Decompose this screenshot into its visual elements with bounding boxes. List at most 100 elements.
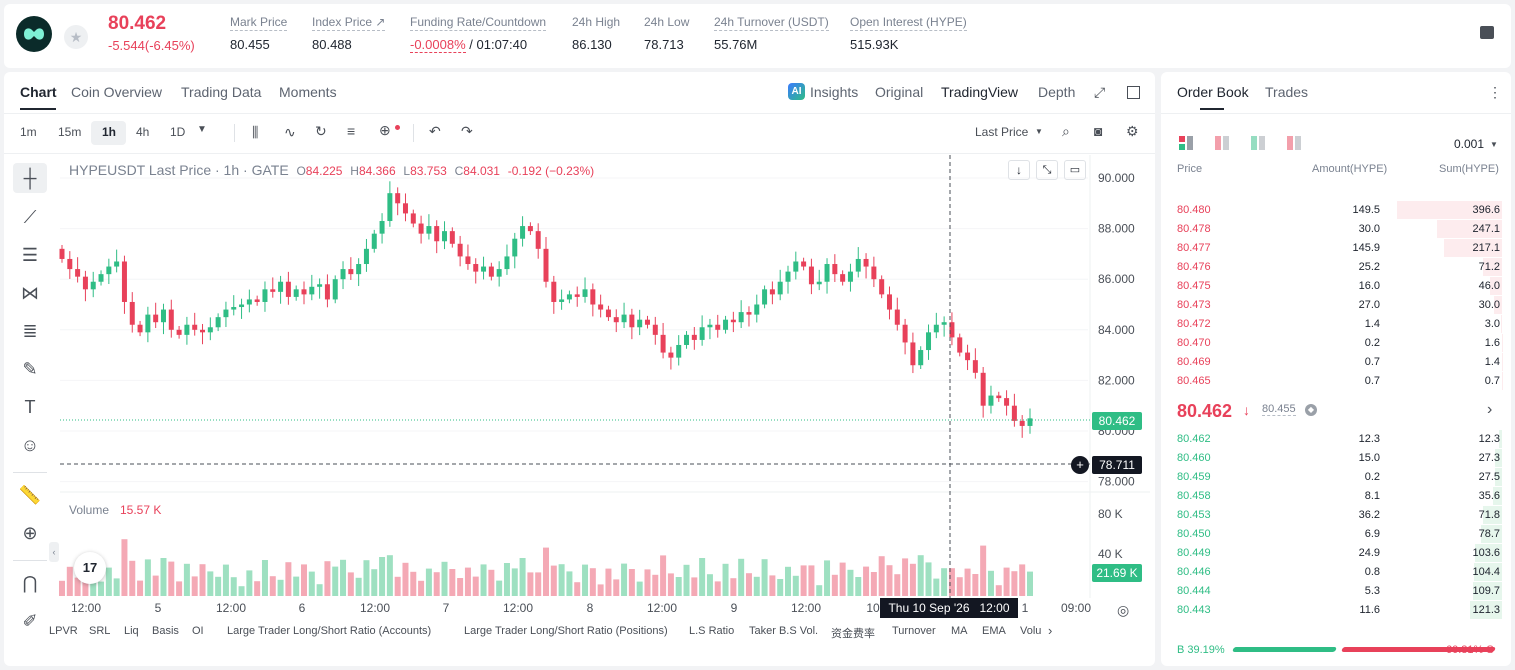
- interval-1d[interactable]: 1D: [170, 125, 186, 139]
- bid-row[interactable]: 80.458 8.1 35.6: [1176, 487, 1502, 505]
- trendline-icon[interactable]: ⟋: [23, 207, 37, 227]
- ask-row[interactable]: 80.469 0.7 1.4: [1176, 353, 1502, 371]
- bid-row[interactable]: 80.450 6.9 78.7: [1176, 525, 1502, 543]
- favorite-star-icon[interactable]: ★: [64, 25, 88, 49]
- indicator-tab[interactable]: Turnover: [892, 625, 936, 637]
- indicator-tab[interactable]: Basis: [152, 625, 179, 637]
- indicator-tab[interactable]: Liq: [124, 625, 139, 637]
- tab-depth[interactable]: Depth: [1038, 84, 1076, 100]
- mark-price-label[interactable]: Mark Price: [230, 15, 288, 31]
- collapse-icon[interactable]: ⤡: [1036, 160, 1058, 180]
- book-icon[interactable]: [1480, 26, 1494, 39]
- open-interest-label[interactable]: Open Interest (HYPE): [850, 15, 967, 31]
- collapse-tools-icon[interactable]: ‹: [49, 542, 59, 562]
- scroll-down-icon[interactable]: ↓: [1008, 160, 1030, 180]
- time-settings-icon[interactable]: ◎: [1117, 602, 1130, 618]
- layout-asks-icon[interactable]: [1215, 136, 1231, 150]
- fib-icon[interactable]: ≣: [22, 321, 38, 341]
- interval-1m[interactable]: 1m: [20, 125, 37, 139]
- turnover-label[interactable]: 24h Turnover (USDT): [714, 15, 829, 31]
- redo-icon[interactable]: ↷: [461, 123, 473, 139]
- ob-mark-price[interactable]: 80.455: [1262, 403, 1296, 416]
- interval-1h[interactable]: 1h: [102, 125, 117, 139]
- bid-row[interactable]: 80.453 36.2 71.8: [1176, 506, 1502, 524]
- tab-chart[interactable]: Chart: [20, 84, 57, 100]
- camera-icon[interactable]: ◙: [1094, 123, 1103, 139]
- interval-4h[interactable]: 4h: [136, 125, 150, 139]
- magnet-icon[interactable]: ⋂: [22, 573, 38, 593]
- fullscreen-icon[interactable]: ▭: [1064, 160, 1086, 180]
- tab-moments[interactable]: Moments: [279, 84, 337, 100]
- indicator-tab[interactable]: SRL: [89, 625, 111, 637]
- bid-row[interactable]: 80.446 0.8 104.4: [1176, 563, 1502, 581]
- bid-row[interactable]: 80.449 24.9 103.6: [1176, 544, 1502, 562]
- undo-icon[interactable]: ↶: [429, 123, 441, 139]
- tab-order-book[interactable]: Order Book: [1177, 84, 1249, 100]
- pencil-lock-icon[interactable]: ✐: [22, 611, 38, 631]
- tab-original[interactable]: Original: [875, 84, 924, 100]
- ai-icon[interactable]: AI: [788, 83, 805, 100]
- emoji-icon[interactable]: ☺: [20, 435, 40, 455]
- expand-icon[interactable]: ⤢: [1094, 84, 1106, 100]
- indicator-scroll-right-icon[interactable]: ›: [1048, 623, 1053, 638]
- indicator-tab[interactable]: Taker B.S Vol.: [749, 625, 819, 637]
- bid-row[interactable]: 80.444 5.3 109.7: [1176, 582, 1502, 600]
- tab-tradingview[interactable]: TradingView: [941, 84, 1019, 100]
- crosshair-icon[interactable]: ┼: [13, 163, 47, 193]
- indicator-tab[interactable]: Volu: [1020, 625, 1042, 637]
- pattern-icon[interactable]: ⋈: [21, 283, 39, 303]
- index-price-label[interactable]: Index Price ↗: [312, 15, 386, 31]
- candle-type-icon[interactable]: ⫼: [252, 124, 259, 140]
- ruler-icon[interactable]: 📏: [18, 485, 42, 505]
- indicator-tab[interactable]: LPVR: [49, 625, 78, 637]
- funding-rate-label[interactable]: Funding Rate/Countdown: [410, 15, 547, 31]
- indicator-tab[interactable]: 资金费率: [831, 628, 875, 640]
- indicator-tab[interactable]: OI: [192, 625, 204, 637]
- layout-bids-icon[interactable]: [1251, 136, 1267, 150]
- bid-row[interactable]: 80.460 15.0 27.3: [1176, 449, 1502, 467]
- indicator-tab[interactable]: Large Trader Long/Short Ratio (Positions…: [464, 625, 668, 637]
- refresh-icon[interactable]: ↻: [315, 123, 327, 139]
- horizontal-lines-icon[interactable]: ☰: [21, 245, 39, 265]
- layout-both-icon[interactable]: [1179, 136, 1195, 150]
- tab-trades[interactable]: Trades: [1265, 84, 1309, 100]
- ask-row[interactable]: 80.476 25.2 71.2: [1176, 258, 1502, 276]
- price-type-select[interactable]: Last Price: [975, 125, 1029, 139]
- chevron-right-icon[interactable]: ›: [1487, 401, 1493, 418]
- ask-row[interactable]: 80.480 149.5 396.6: [1176, 201, 1502, 219]
- more-icon[interactable]: ⋮: [1488, 84, 1502, 100]
- add-plus-icon[interactable]: ⊕: [379, 122, 391, 138]
- ask-row[interactable]: 80.465 0.7 0.7: [1176, 372, 1502, 390]
- add-alert-icon[interactable]: +: [1071, 456, 1089, 474]
- tab-trading-data[interactable]: Trading Data: [181, 84, 262, 100]
- window-icon[interactable]: [1127, 86, 1140, 99]
- tab-insights[interactable]: Insights: [810, 84, 859, 100]
- indicator-tab[interactable]: Large Trader Long/Short Ratio (Accounts): [227, 625, 432, 637]
- interval-15m[interactable]: 15m: [58, 125, 82, 139]
- precision-select[interactable]: 0.001: [1454, 137, 1485, 151]
- ask-row[interactable]: 80.478 30.0 247.1: [1176, 220, 1502, 238]
- price-type-chevron-icon[interactable]: ▼: [1035, 127, 1043, 136]
- chevron-down-icon[interactable]: ▼: [197, 124, 207, 135]
- mark-info-icon[interactable]: ◆: [1305, 404, 1317, 416]
- precision-chevron-icon[interactable]: ▼: [1490, 140, 1498, 149]
- bid-row[interactable]: 80.462 12.3 12.3: [1176, 430, 1502, 448]
- zoom-in-icon[interactable]: ⊕: [22, 523, 38, 543]
- ask-row[interactable]: 80.473 27.0 30.0: [1176, 296, 1502, 314]
- text-tool-icon[interactable]: T: [24, 397, 36, 417]
- settings-list-icon[interactable]: ≡: [347, 123, 356, 139]
- gear-icon[interactable]: ⚙: [1126, 123, 1139, 139]
- tab-coin-overview[interactable]: Coin Overview: [71, 84, 163, 100]
- layout-alt-icon[interactable]: [1287, 136, 1303, 150]
- ask-row[interactable]: 80.470 0.2 1.6: [1176, 334, 1502, 352]
- ask-row[interactable]: 80.477 145.9 217.1: [1176, 239, 1502, 257]
- ask-row[interactable]: 80.475 16.0 46.0: [1176, 277, 1502, 295]
- search-icon[interactable]: ⌕: [1062, 123, 1070, 139]
- indicator-tab[interactable]: EMA: [982, 625, 1006, 637]
- indicator-tab[interactable]: MA: [951, 625, 968, 637]
- indicator-tab[interactable]: L.S Ratio: [689, 625, 735, 637]
- brush-icon[interactable]: ✎: [22, 359, 38, 379]
- indicators-icon[interactable]: ∿: [284, 124, 296, 140]
- bid-row[interactable]: 80.443 11.6 121.3: [1176, 601, 1502, 619]
